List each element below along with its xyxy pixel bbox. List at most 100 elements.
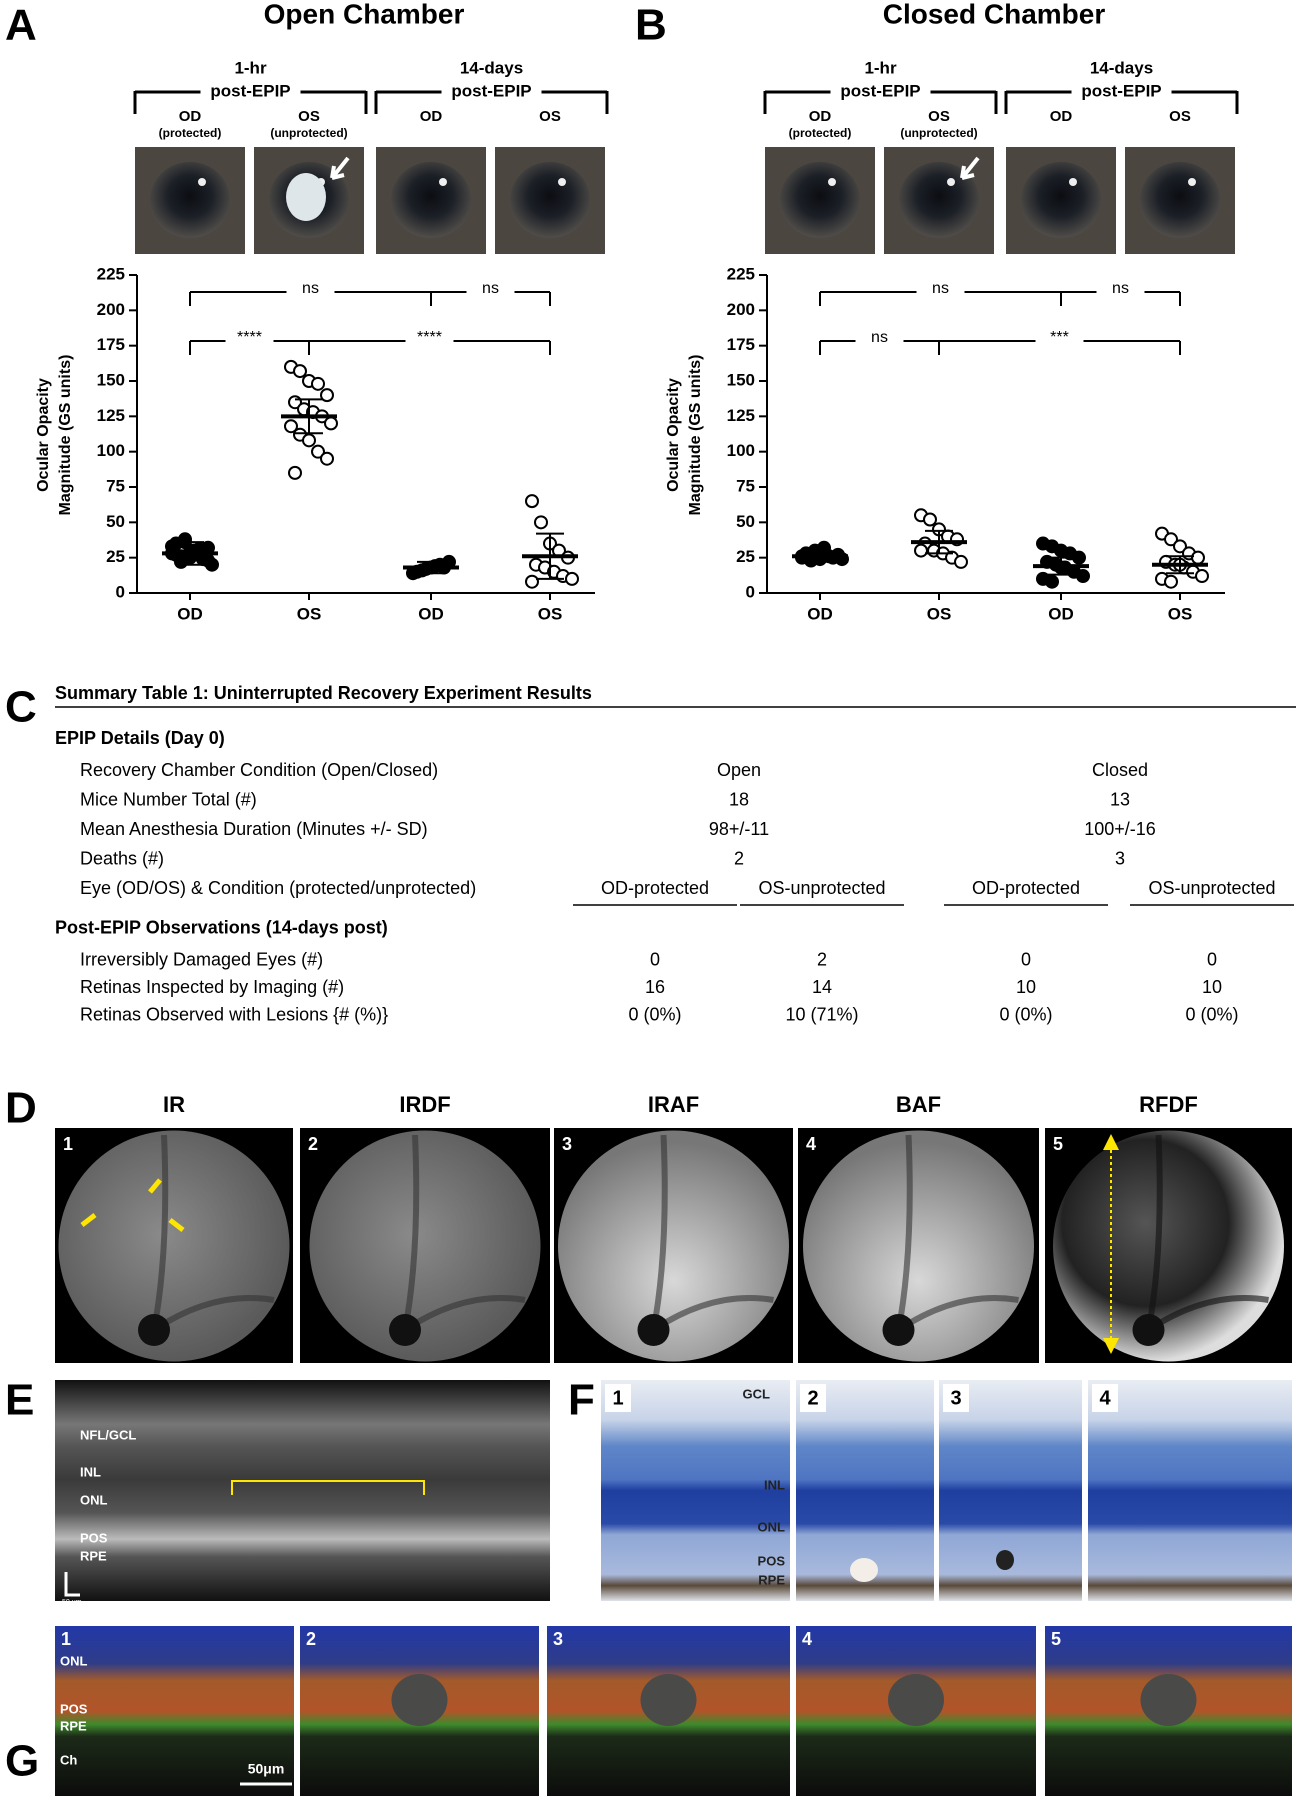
- dot: [1164, 532, 1178, 547]
- opacity-blob: [286, 173, 326, 221]
- number-box: [605, 1384, 631, 1412]
- bracket-gap: [466, 282, 515, 296]
- group-label: 14-days: [1090, 58, 1153, 77]
- eye-note: (protected): [159, 126, 222, 140]
- panel-label: B: [635, 1, 667, 50]
- panel-label: C: [5, 683, 37, 732]
- dot: [1191, 550, 1205, 565]
- cell: 0: [1207, 949, 1217, 969]
- dot: [1076, 569, 1090, 584]
- dot: [288, 465, 302, 480]
- cell: 2: [734, 848, 744, 868]
- tile-number: 5: [1053, 1134, 1063, 1154]
- cell: OD-protected: [972, 878, 1080, 898]
- tile-number: 1: [612, 1387, 623, 1409]
- scale-label: 50μm: [248, 1761, 285, 1777]
- bracket-gap: [1096, 282, 1145, 296]
- bracket-gap: [405, 331, 454, 345]
- eye-photo-pupil: [899, 162, 979, 238]
- number-box: [1092, 1384, 1118, 1412]
- lesion: [888, 1674, 944, 1726]
- y-tick-label: 125: [97, 406, 125, 425]
- group-label: 14-days: [460, 58, 523, 77]
- panel-label: E: [5, 1376, 34, 1425]
- layer-label: Ch: [60, 1752, 77, 1767]
- eye-label: OD: [1050, 108, 1073, 125]
- yellow-arrow: [168, 1218, 185, 1232]
- tile-number: 3: [562, 1134, 572, 1154]
- cell: 13: [1110, 789, 1130, 809]
- eye-photo-pupil: [780, 162, 860, 238]
- fundus-image: [558, 1130, 789, 1362]
- group-label: 1-hr: [234, 58, 267, 77]
- eye-note: (unprotected): [900, 126, 977, 140]
- optic-disc: [637, 1314, 670, 1346]
- fundus-image: [309, 1130, 541, 1362]
- optic-disc: [882, 1314, 915, 1346]
- layer-label: INL: [764, 1477, 785, 1492]
- bracket-gap: [1035, 331, 1084, 345]
- row-label: Retinas Observed with Lesions {# (%)}: [80, 1004, 388, 1024]
- x-tick-label: OS: [297, 604, 322, 623]
- yellow-arrow: [80, 1213, 97, 1227]
- optic-disc: [138, 1314, 170, 1346]
- section-heading: EPIP Details (Day 0): [55, 728, 225, 748]
- histology-image: [601, 1380, 790, 1601]
- dot: [525, 494, 539, 509]
- row-label: Irreversibly Damaged Eyes (#): [80, 949, 323, 969]
- panel-label: F: [568, 1376, 595, 1425]
- x-tick-label: OD: [418, 604, 444, 623]
- eye-reflection: [1188, 178, 1196, 186]
- eye-label: OD: [420, 108, 443, 125]
- chart-title: Closed Chamber: [883, 0, 1106, 29]
- bracket-label: ns: [302, 280, 319, 297]
- tile-title: IR: [163, 1092, 185, 1117]
- yellow-arrow: [148, 1178, 162, 1194]
- bracket-label: ns: [871, 329, 888, 346]
- cell: 16: [645, 977, 665, 997]
- arrow: [960, 156, 980, 180]
- fluorescence-image: [55, 1626, 294, 1796]
- eye-reflection: [439, 178, 447, 186]
- layer-label: POS: [758, 1553, 786, 1568]
- dot: [1164, 574, 1178, 589]
- number-box: [943, 1384, 969, 1412]
- dot: [302, 433, 316, 448]
- y-tick-label: 225: [727, 264, 755, 283]
- tile-number: 5: [1051, 1629, 1061, 1649]
- dot: [923, 512, 937, 527]
- cell: 10: [1016, 977, 1036, 997]
- error-bar: [417, 560, 445, 575]
- cell: Open: [717, 760, 761, 780]
- bracket-label: ****: [417, 329, 442, 346]
- layer-label: POS: [60, 1701, 88, 1716]
- fundus-image: [803, 1130, 1034, 1362]
- layer-label: NFL/GCL: [80, 1427, 136, 1442]
- y-tick-label: 0: [746, 582, 755, 601]
- layer-label: ONL: [60, 1653, 88, 1668]
- y-tick-label: 75: [736, 476, 755, 495]
- fundus-image: [1053, 1130, 1284, 1362]
- dot: [324, 416, 338, 431]
- dot: [1173, 539, 1187, 554]
- panel-label: D: [5, 1084, 37, 1133]
- eye-label: OS: [298, 108, 320, 125]
- bracket-gap: [225, 331, 274, 345]
- eye-photo-pupil: [1021, 162, 1101, 238]
- dot: [320, 451, 334, 466]
- eye-reflection: [198, 178, 206, 186]
- group-label: post-EPIP: [840, 81, 920, 100]
- bracket-gap: [855, 331, 904, 345]
- error-bar: [1047, 556, 1075, 576]
- layer-label: RPE: [60, 1718, 87, 1733]
- row-label: Deaths (#): [80, 848, 164, 868]
- section-heading: Post-EPIP Observations (14-days post): [55, 917, 388, 937]
- dot: [525, 574, 539, 589]
- chart-title: Open Chamber: [264, 0, 465, 29]
- cell: 18: [729, 789, 749, 809]
- dot: [534, 515, 548, 530]
- x-tick-label: OS: [1168, 604, 1193, 623]
- y-axis-label: Ocular Opacity: [35, 378, 52, 492]
- scale-label: 50 µm: [62, 1599, 82, 1606]
- layer-label: ONL: [80, 1492, 108, 1507]
